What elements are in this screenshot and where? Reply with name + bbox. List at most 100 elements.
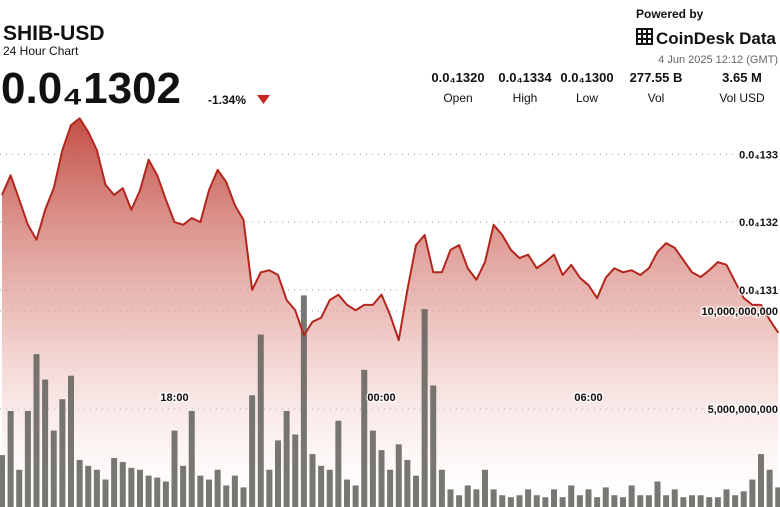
volume-bar	[154, 477, 161, 507]
volume-bar	[507, 497, 514, 507]
volume-bar	[645, 495, 652, 507]
volume-bar	[76, 459, 83, 507]
stat-label: Vol USD	[719, 91, 765, 105]
volume-bar	[714, 497, 721, 507]
volume-bar	[300, 295, 307, 507]
price: 0.0₄1302	[1, 64, 181, 113]
volume-bar	[516, 495, 523, 507]
brand-logo	[636, 28, 653, 45]
volume-bar	[766, 469, 773, 507]
stat-value: 0.0₄1334	[498, 70, 552, 85]
stat-value: 277.55 B	[630, 70, 683, 85]
volume-bar	[559, 497, 566, 507]
volume-bar	[723, 489, 730, 507]
volume-bar	[378, 450, 385, 507]
change: -1.34%	[208, 93, 246, 107]
volume-bar	[568, 485, 575, 507]
volume-bar	[740, 491, 747, 507]
stat-value: 3.65 M	[722, 70, 762, 85]
volume-bar	[266, 469, 273, 507]
volume-bar	[283, 410, 290, 507]
volume-bar	[214, 469, 221, 507]
volume-bar	[50, 430, 57, 507]
x-tick-label: 06:00	[574, 392, 602, 404]
volume-bar	[16, 469, 23, 507]
volume-bar	[421, 309, 428, 507]
stat-label: High	[513, 91, 538, 105]
stat-value: 0.0₄1320	[431, 70, 484, 85]
volume-bar	[611, 495, 618, 507]
volume-bar	[413, 475, 419, 507]
volume-bar	[671, 489, 678, 507]
stat-label: Low	[576, 91, 598, 105]
volume-bar	[93, 469, 100, 507]
volume-bar	[602, 487, 609, 507]
volume-bar	[369, 430, 376, 507]
volume-bar	[395, 444, 402, 507]
volume-bar	[697, 495, 704, 507]
volume-bar	[628, 485, 635, 507]
volume-bar	[576, 495, 583, 507]
volume-bar	[438, 469, 445, 507]
y-tick-label: 0.0₄132	[739, 217, 778, 229]
volume-bar	[533, 495, 540, 507]
volume-bar	[137, 469, 143, 507]
timestamp: 4 Jun 2025 12:12 (GMT)	[658, 54, 778, 66]
volume-bar	[85, 465, 92, 507]
volume-bar	[240, 487, 247, 507]
volume-bar	[180, 465, 187, 507]
volume-bar	[309, 454, 316, 507]
volume-bar	[231, 475, 238, 507]
volume-bar	[33, 354, 40, 507]
volume-bar	[473, 489, 480, 507]
volume-bar	[335, 420, 342, 507]
series	[0, 118, 780, 507]
volume-bar	[42, 379, 49, 507]
volume-bar	[551, 489, 557, 507]
volume-bar	[499, 495, 506, 507]
volume-bar	[318, 465, 325, 507]
y-tick-label: 0.0₄133	[739, 149, 778, 161]
volume-bar	[430, 385, 437, 507]
x-tick-label: 00:00	[367, 392, 395, 404]
volume-bar	[594, 497, 601, 507]
volume-bar	[525, 489, 532, 507]
volume-bar	[68, 375, 74, 507]
volume-bar	[352, 485, 359, 507]
volume-bar	[447, 489, 454, 507]
volume-bar	[404, 459, 411, 507]
volume-bar	[464, 485, 471, 507]
volume-bar	[637, 495, 644, 507]
volume-bar	[275, 440, 281, 507]
volume-bar	[361, 369, 368, 507]
volume-bar	[326, 469, 333, 507]
volume-bar	[749, 479, 756, 507]
volume-bar	[654, 481, 661, 507]
volume-bar	[775, 487, 780, 507]
volume-bar	[482, 469, 488, 507]
symbol: SHIB-USD	[3, 22, 105, 45]
volume-bar	[119, 461, 126, 507]
volume-bar	[111, 458, 118, 507]
price-area	[2, 118, 779, 507]
volume-bar	[223, 485, 230, 507]
powered-by: Powered by	[636, 7, 704, 21]
volume-bar	[171, 430, 178, 507]
subtitle: 24 Hour Chart	[3, 44, 79, 58]
y-tick-label: 0.0₄131	[739, 285, 778, 297]
volume-bar	[59, 399, 66, 507]
volume-bar	[663, 495, 670, 507]
volume-bar	[102, 479, 109, 507]
volume-bar	[188, 410, 195, 507]
y-tick-label: 5,000,000,000	[708, 404, 778, 416]
volume-bar	[249, 395, 256, 507]
volume-bar	[758, 454, 764, 507]
volume-bar	[197, 475, 204, 507]
plot-area: 0.0₄131 0.0₄132 0.0₄133 5,000,000,000 10,000…	[0, 117, 780, 507]
price-line	[1, 117, 780, 342]
volume-bar	[0, 455, 5, 507]
header: SHIB-USD 24 Hour Chart 0.0₄1302 -1.34% P…	[1, 7, 778, 113]
volume-bar	[542, 497, 549, 507]
volume-bar	[689, 495, 695, 507]
volume-bar	[680, 497, 687, 507]
